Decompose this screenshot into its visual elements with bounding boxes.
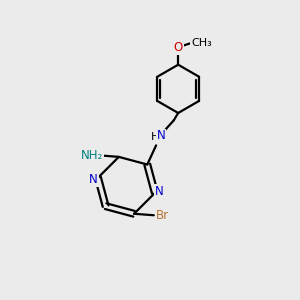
Text: O: O [174,41,183,54]
Text: NH₂: NH₂ [81,149,104,162]
Text: N: N [157,130,166,142]
Text: CH₃: CH₃ [191,38,212,48]
Text: Br: Br [155,209,169,222]
Text: H: H [150,132,159,142]
Text: N: N [155,185,164,198]
Text: N: N [89,173,98,186]
